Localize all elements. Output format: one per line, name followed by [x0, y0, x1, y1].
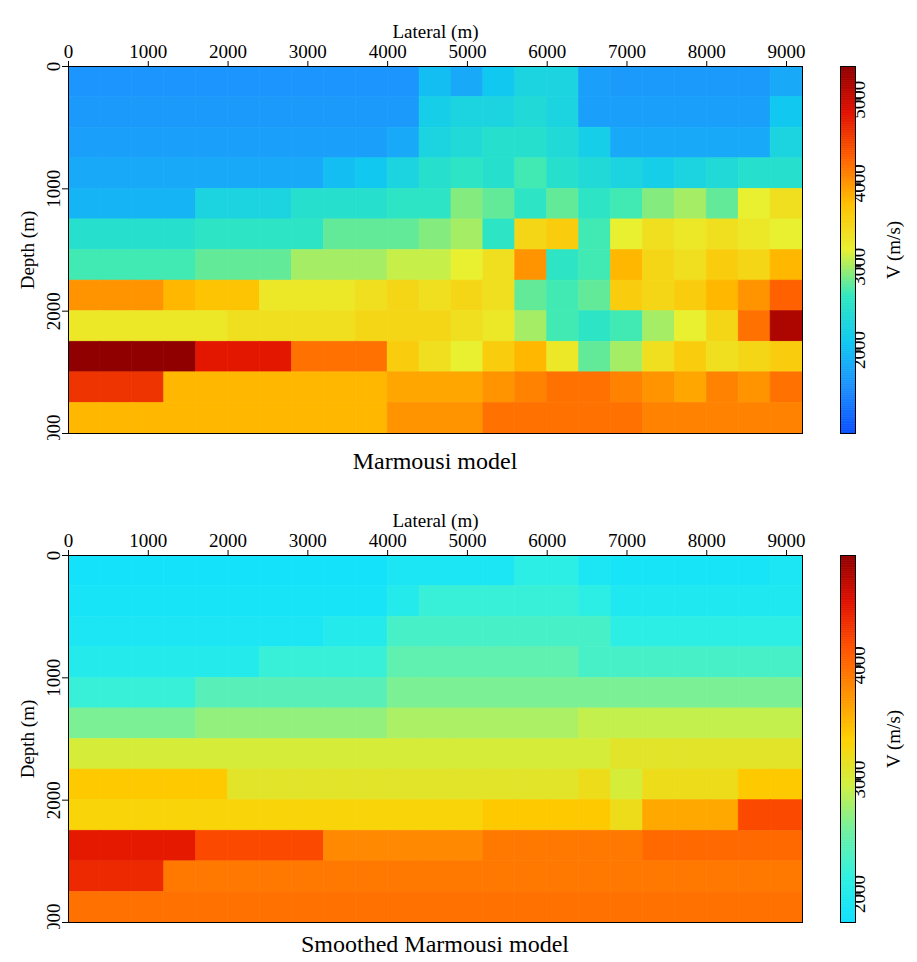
svg-text:Depth (m): Depth (m)	[17, 211, 39, 290]
svg-text:6000: 6000	[528, 41, 566, 62]
svg-text:Lateral (m): Lateral (m)	[393, 510, 479, 532]
svg-text:3000: 3000	[43, 415, 64, 441]
svg-text:9000: 9000	[768, 41, 806, 62]
svg-text:6000: 6000	[528, 530, 566, 551]
svg-text:2000: 2000	[209, 41, 247, 62]
svg-text:1000: 1000	[129, 41, 167, 62]
svg-text:8000: 8000	[688, 530, 726, 551]
svg-text:0: 0	[43, 62, 64, 72]
svg-text:Lateral (m): Lateral (m)	[393, 21, 479, 43]
svg-text:2000: 2000	[43, 781, 64, 819]
html-text:Smoothed Marmousi model: Smoothed Marmousi model	[301, 931, 569, 957]
svg-text:Depth (m): Depth (m)	[17, 700, 39, 779]
svg-text:1000: 1000	[43, 659, 64, 697]
svg-text:3000: 3000	[289, 41, 327, 62]
svg-text:2000: 2000	[847, 331, 869, 370]
svg-text:2000: 2000	[847, 874, 869, 913]
html-text:Marmousi model: Marmousi model	[352, 448, 518, 474]
svg-text:3000: 3000	[289, 530, 327, 551]
svg-text:5000: 5000	[448, 41, 486, 62]
svg-text:3000: 3000	[43, 904, 64, 930]
svg-text:3000: 3000	[847, 247, 869, 286]
svg-text:0: 0	[64, 41, 74, 62]
svg-text:4000: 4000	[847, 646, 869, 685]
svg-text:7000: 7000	[608, 41, 646, 62]
svg-text:4000: 4000	[847, 164, 869, 203]
svg-text:0: 0	[43, 551, 64, 561]
svg-text:1000: 1000	[43, 170, 64, 208]
svg-text:2000: 2000	[43, 292, 64, 330]
svg-text:V (m/s): V (m/s)	[883, 221, 905, 279]
svg-text:5000: 5000	[847, 80, 869, 119]
svg-text:5000: 5000	[448, 530, 486, 551]
svg-text:4000: 4000	[369, 530, 407, 551]
svg-text:2000: 2000	[209, 530, 247, 551]
svg-text:8000: 8000	[688, 41, 726, 62]
svg-text:3000: 3000	[847, 760, 869, 799]
svg-text:9000: 9000	[768, 530, 806, 551]
svg-text:1000: 1000	[129, 530, 167, 551]
svg-text:V (m/s): V (m/s)	[883, 710, 905, 768]
svg-text:0: 0	[64, 530, 74, 551]
svg-text:4000: 4000	[369, 41, 407, 62]
svg-text:7000: 7000	[608, 530, 646, 551]
